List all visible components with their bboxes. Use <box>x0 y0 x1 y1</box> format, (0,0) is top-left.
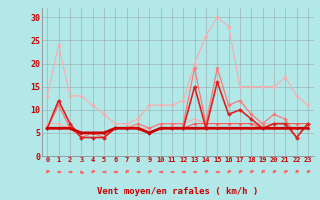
Text: Vent moyen/en rafales ( km/h ): Vent moyen/en rafales ( km/h ) <box>97 187 258 196</box>
